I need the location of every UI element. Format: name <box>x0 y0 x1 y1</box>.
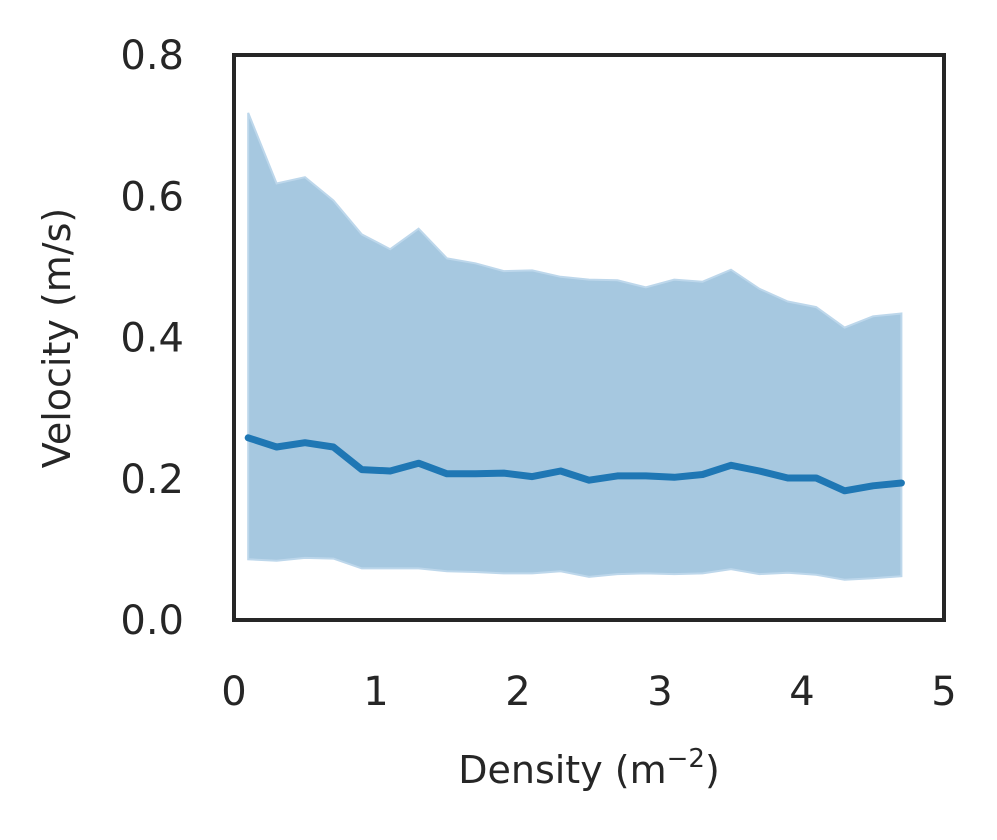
y-tick-label: 0.8 <box>120 33 184 79</box>
y-tick-label: 0.0 <box>120 598 184 644</box>
x-tick-labels: 0 1 2 3 4 5 <box>221 669 956 715</box>
x-tick-label: 5 <box>931 669 956 715</box>
y-tick-label: 0.4 <box>120 316 184 362</box>
x-tick-label: 2 <box>505 669 530 715</box>
x-tick-label: 0 <box>221 669 246 715</box>
y-tick-label: 0.6 <box>120 174 184 220</box>
confidence-band-layer <box>247 112 903 581</box>
series-line-layer <box>244 434 905 495</box>
x-tick-label: 3 <box>647 669 672 715</box>
x-axis-label: Density (m−2) <box>458 744 720 792</box>
series-line <box>244 434 905 495</box>
x-tick-label: 4 <box>789 669 814 715</box>
x-axis-label-suffix: ) <box>705 748 720 792</box>
x-tick-label: 1 <box>363 669 388 715</box>
y-tick-label: 0.2 <box>120 457 184 503</box>
x-axis-label-main: Density (m <box>458 748 666 792</box>
plot-frame <box>232 53 946 622</box>
y-tick-labels: 0.0 0.2 0.4 0.6 0.8 <box>120 33 184 644</box>
y-axis-label: Velocity (m/s) <box>35 208 79 468</box>
confidence-band <box>247 112 903 581</box>
x-axis-label-exponent: −2 <box>667 744 705 774</box>
